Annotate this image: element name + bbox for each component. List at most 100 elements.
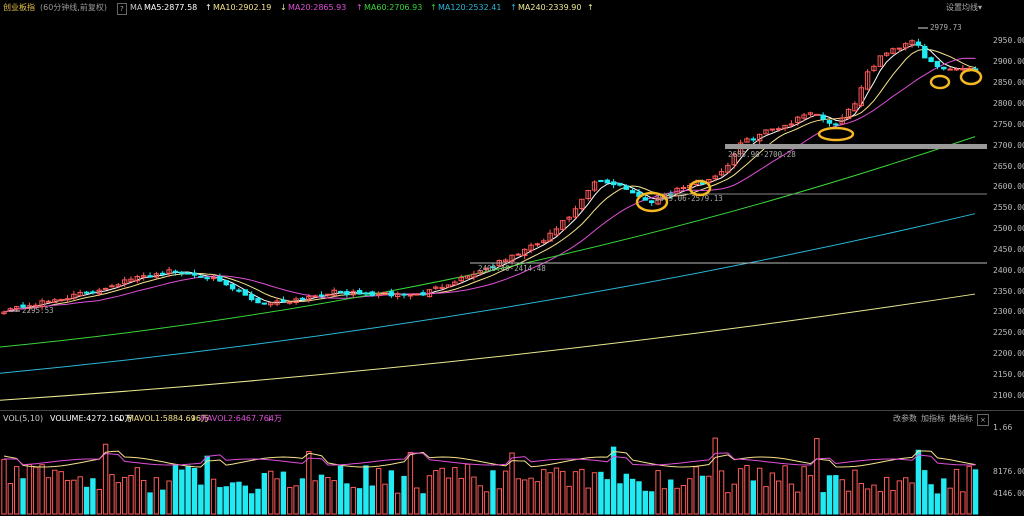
volume-bar	[426, 475, 433, 515]
candle-body	[325, 293, 331, 296]
volume-bars	[1, 437, 979, 515]
candle-body	[807, 112, 814, 115]
volume-bar	[350, 486, 356, 515]
candle-body	[502, 259, 509, 263]
mavol2-arrow: ↓	[266, 414, 273, 423]
candle-body	[896, 47, 903, 50]
candle-body	[255, 298, 261, 304]
volume-bar	[649, 491, 655, 515]
volume-bar	[725, 492, 731, 515]
volume-bar	[636, 481, 642, 515]
candle-body	[649, 200, 655, 204]
candle-body	[483, 267, 490, 270]
candle-body	[318, 294, 325, 297]
volume-bar	[699, 475, 706, 515]
volume-bar	[153, 477, 160, 515]
volume-bar	[610, 446, 617, 515]
volume-bar	[115, 482, 121, 515]
candle-body	[547, 232, 553, 242]
candle-body	[312, 295, 318, 298]
edit-params-button[interactable]: 改参数	[893, 414, 917, 423]
volume-bar	[458, 477, 464, 515]
volume-bar	[693, 466, 699, 515]
price-tick: 2500.00	[993, 224, 1024, 233]
volume-bar	[204, 455, 210, 515]
volume-bar	[782, 465, 788, 515]
candle-body	[903, 43, 909, 49]
volume-bar	[471, 476, 477, 515]
candle-body	[350, 290, 356, 296]
volume-bar	[172, 464, 179, 515]
candle-body	[560, 220, 566, 230]
volume-bar	[858, 482, 864, 515]
close-icon[interactable]: ×	[977, 414, 989, 426]
candle-body	[953, 68, 960, 71]
candle-body	[172, 270, 179, 273]
candle-body	[591, 181, 598, 191]
candle-body	[426, 289, 433, 298]
candle-body	[801, 114, 807, 119]
volume-bar	[515, 478, 522, 515]
candle-body	[375, 293, 382, 296]
candle-body	[566, 216, 572, 220]
volume-bar	[255, 488, 261, 515]
price-tick: 2750.00	[993, 120, 1024, 129]
volume-bar	[629, 478, 636, 515]
candle-body	[153, 273, 160, 278]
settings-dropdown-icon[interactable]: ▾	[978, 3, 983, 12]
volume-bar	[883, 476, 890, 515]
candle-body	[306, 296, 312, 301]
volume-bar	[160, 489, 166, 515]
volume-bar	[1, 458, 7, 515]
high-price-label: 2979.73	[930, 23, 962, 32]
volume-bar	[553, 467, 560, 515]
set-ma-button[interactable]: 设置均线	[946, 3, 978, 12]
help-button[interactable]: ?	[117, 3, 127, 15]
highlight-circle-3	[817, 126, 855, 142]
volume-bar	[833, 475, 839, 515]
volume-bar	[280, 471, 287, 515]
mavol1-value: MAVOL1:5884.696万	[127, 414, 209, 423]
annotations: 2683.90-2700.28 2549.06-2579.13 2408.40-…	[9, 23, 987, 315]
candle-body	[458, 277, 464, 282]
volume-bar	[141, 479, 147, 515]
price-tick: 2900.00	[993, 57, 1024, 66]
candle-body	[960, 67, 966, 71]
candle-body	[1, 311, 7, 315]
candle-body	[115, 284, 121, 287]
mavol1-arrow: ↓	[190, 414, 197, 423]
switch-indicator-button[interactable]: 换指标	[949, 414, 973, 423]
price-tick: 2700.00	[993, 141, 1024, 150]
volume-bar	[306, 451, 312, 515]
volume-bar	[801, 466, 807, 515]
candle-body	[236, 289, 242, 292]
candle-body	[680, 186, 687, 190]
add-indicator-button[interactable]: 加指标	[921, 414, 945, 423]
volume-bar	[299, 478, 306, 515]
volume-bar	[166, 480, 172, 515]
candle-body	[52, 299, 58, 303]
candle-body	[655, 197, 661, 205]
volume-bar	[179, 469, 185, 515]
volume-bar	[26, 463, 33, 515]
candle-body	[160, 272, 166, 275]
ma5-arrow: ↑	[205, 3, 212, 12]
volume-bar	[687, 478, 693, 515]
candle-body	[642, 197, 649, 201]
volume-title: VOL(5,10)	[3, 414, 44, 423]
volume-bar	[922, 470, 928, 515]
volume-bar	[572, 471, 579, 515]
volume-bar	[966, 465, 972, 515]
volume-arrow: ↓	[117, 414, 124, 423]
volume-bar	[706, 475, 712, 515]
candle-body	[388, 291, 395, 297]
price-axis: 2950.00 2900.00 2850.00 2800.00 2750.00 …	[993, 36, 1024, 400]
volume-bar	[433, 470, 439, 515]
volume-bar	[852, 469, 858, 515]
panel-divider	[0, 410, 1024, 411]
level-label-2414: 2408.40-2414.48	[478, 264, 546, 273]
candle-body	[471, 273, 477, 278]
candle-body	[344, 291, 350, 296]
volume-bar	[655, 470, 661, 515]
